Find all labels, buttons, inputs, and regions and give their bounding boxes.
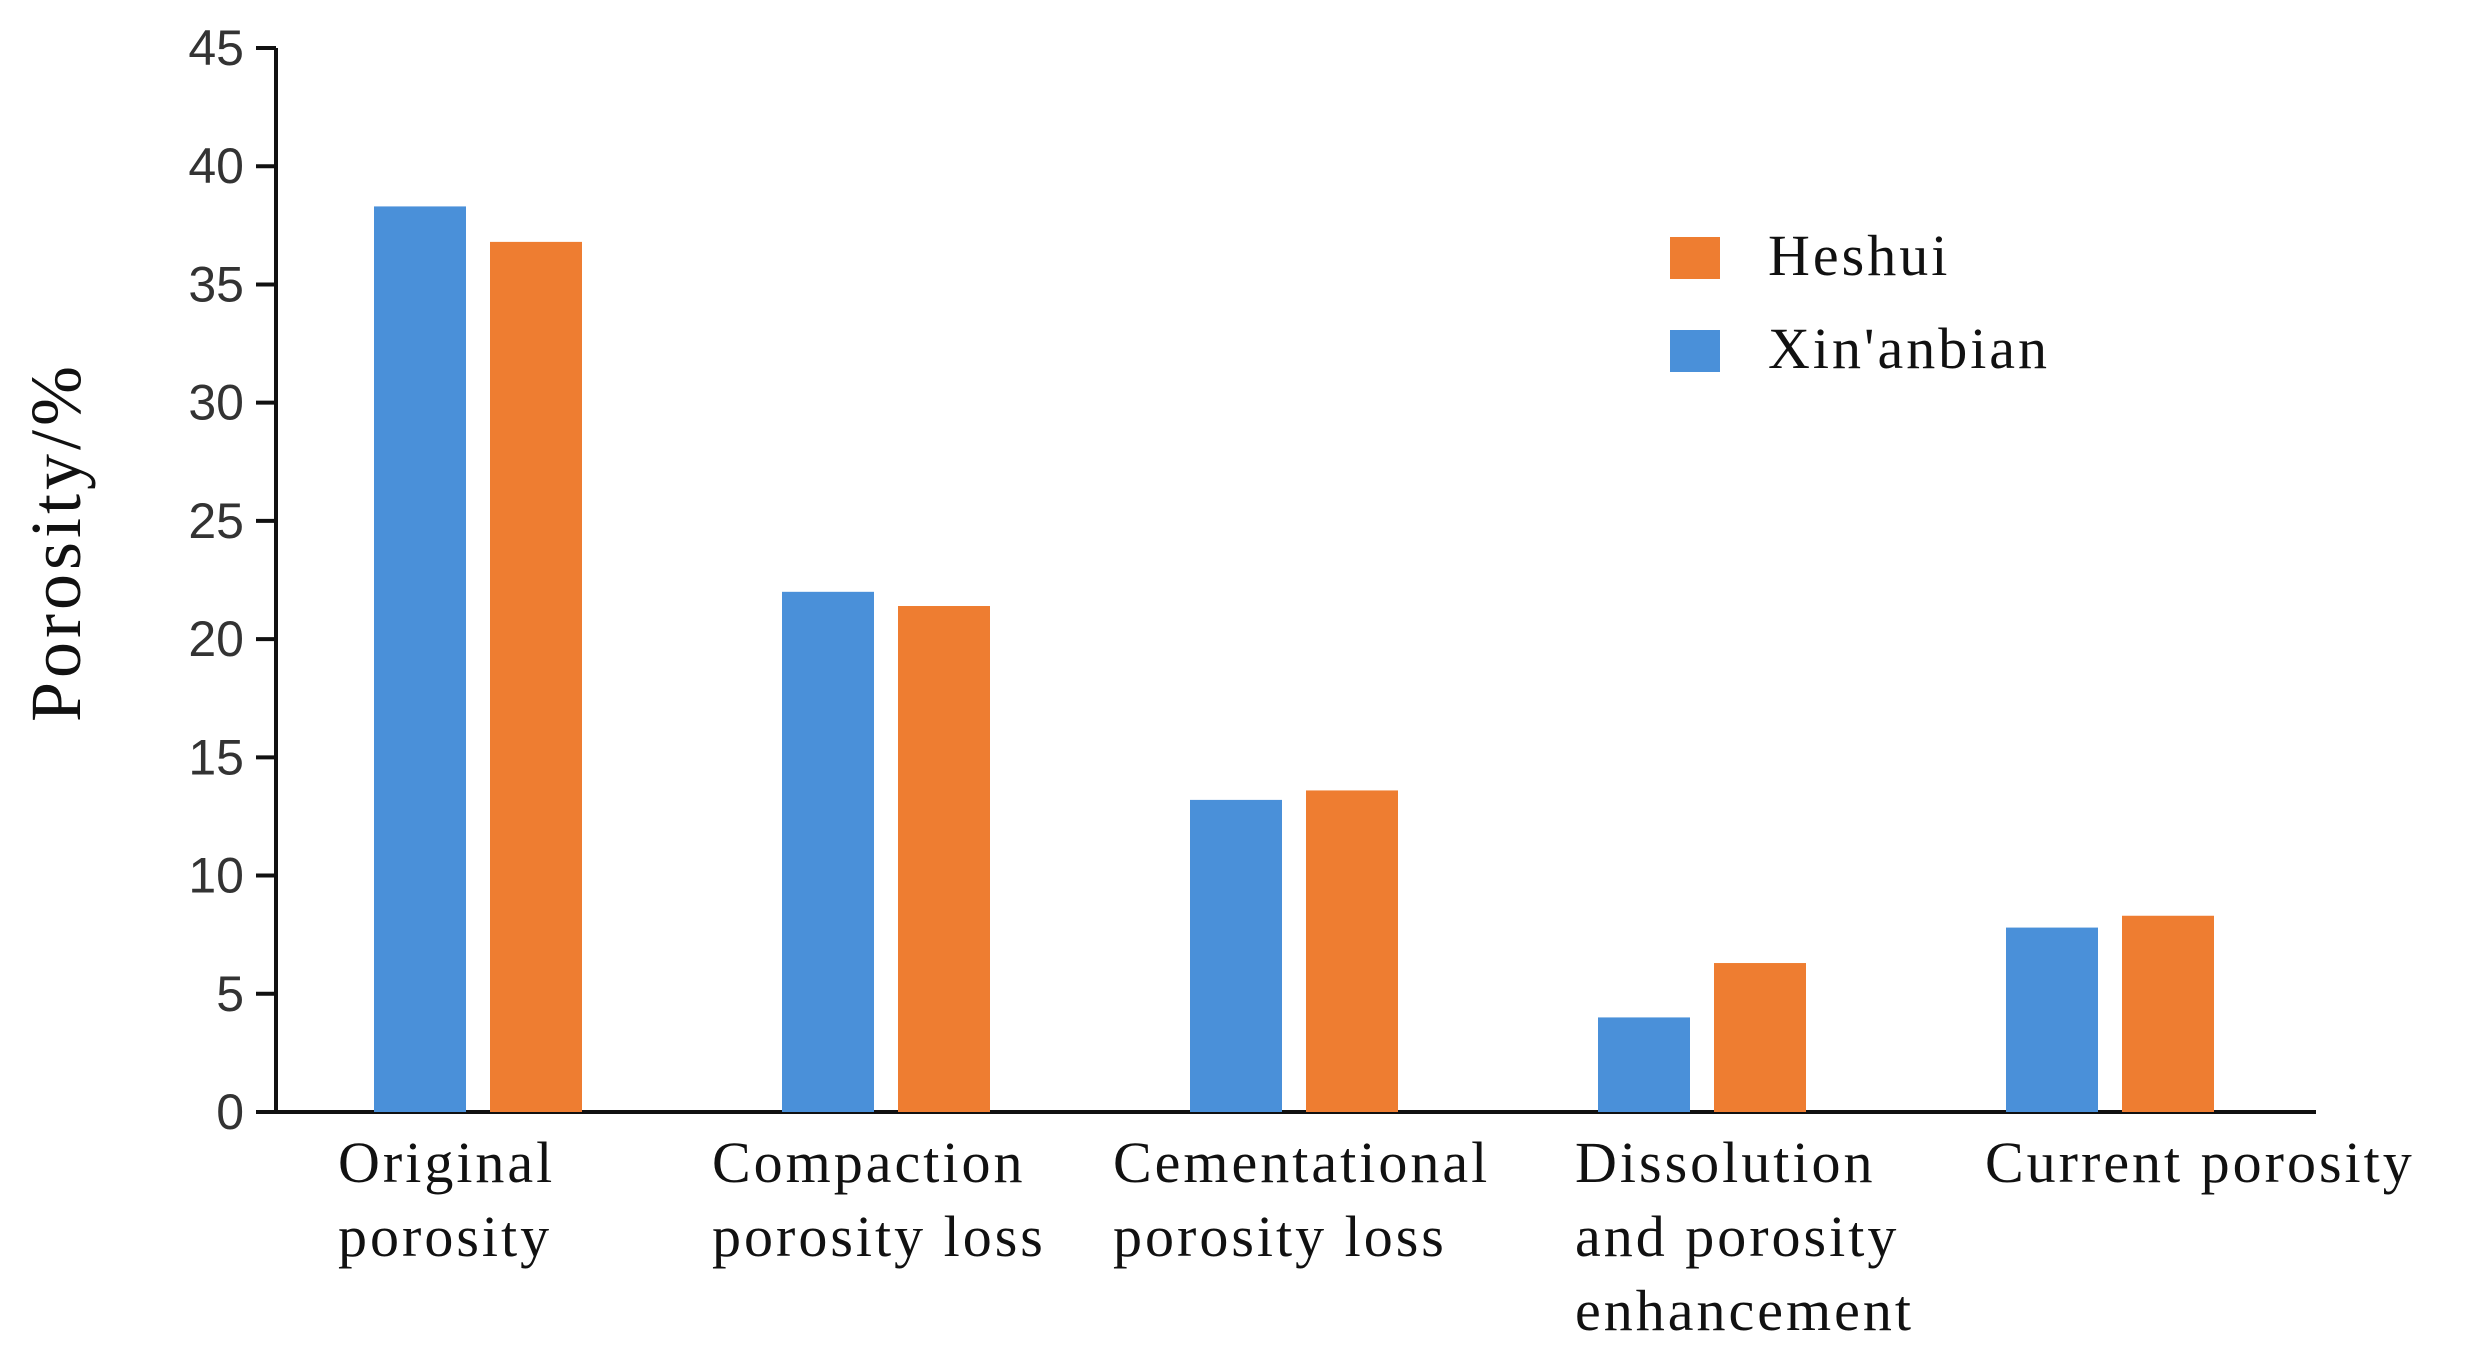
bar-heshui — [490, 241, 582, 1112]
bar-heshui — [898, 606, 990, 1112]
bars — [374, 206, 2214, 1112]
bar-heshui — [2122, 915, 2214, 1112]
y-tick-label: 15 — [188, 729, 244, 785]
y-tick-label: 0 — [216, 1084, 244, 1140]
y-tick-label: 45 — [188, 20, 244, 76]
category-labels: Original porosity Compaction porosity loss C… — [338, 1130, 2415, 1343]
y-tick-label: 20 — [188, 611, 244, 667]
bar-xinanbian — [1190, 799, 1282, 1112]
y-tick-label: 25 — [188, 493, 244, 549]
category-label: porosity loss — [712, 1204, 1046, 1269]
legend-swatch — [1670, 237, 1720, 279]
legend-label: Heshui — [1768, 223, 1950, 288]
legend: Heshui Xin'anbian — [1670, 223, 2050, 381]
bar-xinanbian — [1598, 1017, 1690, 1112]
bar-xinanbian — [782, 591, 874, 1112]
legend-swatch — [1670, 330, 1720, 372]
y-tick-label: 40 — [188, 138, 244, 194]
category-label: Dissolution — [1575, 1130, 1876, 1195]
bar-xinanbian — [2006, 927, 2098, 1112]
bar-heshui — [1306, 790, 1398, 1112]
category-label: Cementational — [1113, 1130, 1490, 1195]
y-tick-label: 10 — [188, 848, 244, 904]
y-axis-title: Porosity/% — [16, 362, 96, 722]
category-label: Original — [338, 1130, 555, 1195]
bar-heshui — [1714, 963, 1806, 1112]
legend-label: Xin'anbian — [1768, 316, 2050, 381]
category-label: and porosity — [1575, 1204, 1899, 1269]
category-label: Compaction — [712, 1130, 1026, 1195]
axes: 0 5 10 15 20 25 30 35 40 45 — [188, 20, 2316, 1140]
category-label: porosity loss — [1113, 1204, 1447, 1269]
category-label: porosity — [338, 1204, 552, 1269]
y-tick-label: 30 — [188, 375, 244, 431]
category-label: Current porosity — [1985, 1130, 2415, 1195]
category-label: enhancement — [1575, 1278, 1914, 1343]
y-tick-label: 35 — [188, 256, 244, 312]
bar-xinanbian — [374, 206, 466, 1112]
y-tick-label: 5 — [216, 966, 244, 1022]
